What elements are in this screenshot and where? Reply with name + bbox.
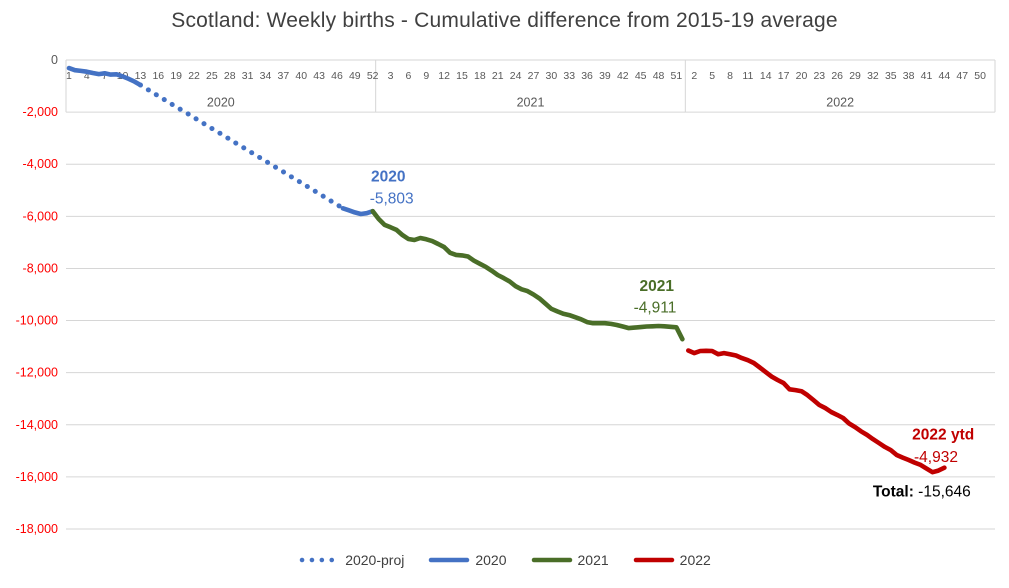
annotation-text: -5,803 (370, 190, 414, 207)
week-tick-label: 35 (885, 70, 897, 82)
legend-marker-red-line (633, 557, 674, 563)
annotation-text: Total: -15,646 (873, 483, 971, 500)
week-tick-label: 40 (295, 70, 307, 82)
week-tick-label: 49 (349, 70, 361, 82)
annotation-text: 2021 (639, 277, 674, 294)
chart-title: Scotland: Weekly births - Cumulative dif… (171, 9, 838, 32)
week-tick-label: 46 (331, 70, 343, 82)
week-tick-label: 48 (653, 70, 665, 82)
year-label: 2022 (826, 96, 854, 110)
annotation-text: -4,932 (914, 448, 958, 465)
legend-marker-blue-line (429, 557, 470, 563)
week-tick-label: 43 (313, 70, 325, 82)
annotation-text: -4,911 (634, 299, 677, 316)
week-tick-label: 13 (135, 70, 147, 82)
week-tick-label: 4 (84, 70, 90, 82)
legend-item-2020-proj: 2020-proj (298, 552, 404, 568)
legend-item-2020: 2020 (428, 552, 507, 568)
week-tick-label: 16 (152, 70, 164, 82)
week-tick-label: 17 (778, 70, 790, 82)
births-chart-canvas: 0 -2,000 -4,000 -6,000 -8,000 -10,000 -12,000 -… (16, 53, 996, 536)
week-tick-label: 1 (66, 70, 72, 82)
week-tick-label: 30 (545, 70, 557, 82)
week-tick-label: 52 (367, 70, 379, 82)
week-tick-label: 19 (170, 70, 182, 82)
year-label: 2021 (517, 96, 545, 110)
week-tick-label: 38 (903, 70, 915, 82)
week-tick-label: 31 (242, 70, 254, 82)
annotation-text: 2020 (371, 168, 405, 185)
week-tick-label: 14 (760, 70, 772, 82)
week-tick-label: 26 (831, 70, 843, 82)
annotations: 2020 -5,803 2021 -4,911 2022 ytd -4,932 Total:… (370, 168, 975, 500)
week-tick-label: 8 (727, 70, 733, 82)
week-tick-label: 51 (671, 70, 683, 82)
week-tick-label: 29 (849, 70, 861, 82)
y-axis-labels: 0 -2,000 -4,000 -6,000 -8,000 -10,000 -12,000 -… (16, 53, 58, 536)
y-tick-label: -6,000 (23, 209, 58, 223)
week-tick-label: 23 (813, 70, 825, 82)
week-tick-label: 32 (867, 70, 879, 82)
week-tick-label: 2 (691, 70, 697, 82)
week-tick-label: 50 (974, 70, 986, 82)
legend-marker-green-line (531, 557, 572, 563)
week-tick-label: 47 (956, 70, 968, 82)
legend-label: 2021 (577, 552, 609, 568)
legend-label: 2020 (475, 552, 507, 568)
legend-item-2022: 2022 (633, 552, 711, 568)
y-tick-label: -2,000 (23, 105, 58, 119)
week-tick-label: 11 (742, 70, 753, 82)
legend-item-2021: 2021 (531, 552, 609, 568)
week-tick-label: 20 (796, 70, 808, 82)
series-2020-actual-yearend (340, 206, 376, 217)
week-tick-label: 33 (563, 70, 575, 82)
week-tick-label: 15 (456, 70, 468, 82)
legend-label: 2020-proj (345, 552, 405, 568)
y-tick-label: -18,000 (16, 522, 58, 536)
y-tick-label: -8,000 (23, 261, 58, 275)
y-tick-label: -16,000 (16, 470, 58, 484)
series-2021 (370, 208, 685, 342)
week-tick-label: 22 (188, 70, 200, 82)
week-tick-label: 12 (438, 70, 450, 82)
chart-legend: 2020-proj 2020 2021 2022 (0, 552, 1009, 568)
week-tick-label: 37 (278, 70, 290, 82)
year-label: 2020 (207, 96, 235, 110)
legend-marker-dotted-line (299, 557, 340, 563)
series-2020-actual-early (66, 65, 143, 88)
series-2020-proj (137, 82, 346, 211)
week-tick-label: 9 (423, 70, 429, 82)
week-tick-label: 27 (528, 70, 540, 82)
week-tick-label: 36 (581, 70, 593, 82)
week-tick-label: 21 (492, 70, 504, 82)
week-tick-label: 45 (635, 70, 647, 82)
week-tick-label: 18 (474, 70, 486, 82)
week-tick-label: 7 (102, 70, 108, 82)
week-tick-label: 41 (921, 70, 933, 82)
y-tick-label: 0 (51, 53, 58, 67)
week-tick-label: 6 (405, 70, 411, 82)
y-tick-label: -14,000 (16, 418, 58, 432)
y-tick-label: -12,000 (16, 366, 58, 380)
week-tick-label: 42 (617, 70, 629, 82)
y-tick-label: -10,000 (16, 314, 58, 328)
week-tick-label: 5 (709, 70, 715, 82)
week-tick-label: 28 (224, 70, 236, 82)
week-tick-label: 3 (388, 70, 394, 82)
week-tick-label: 24 (510, 70, 522, 82)
annotation-text: 2022 ytd (912, 426, 974, 443)
legend-label: 2022 (679, 552, 711, 568)
week-tick-label: 25 (206, 70, 218, 82)
series-2022 (685, 348, 947, 475)
gridlines (65, 59, 996, 530)
y-tick-label: -4,000 (23, 157, 58, 171)
week-tick-label: 44 (939, 70, 951, 82)
week-tick-label: 34 (260, 70, 272, 82)
week-tick-label: 39 (599, 70, 611, 82)
